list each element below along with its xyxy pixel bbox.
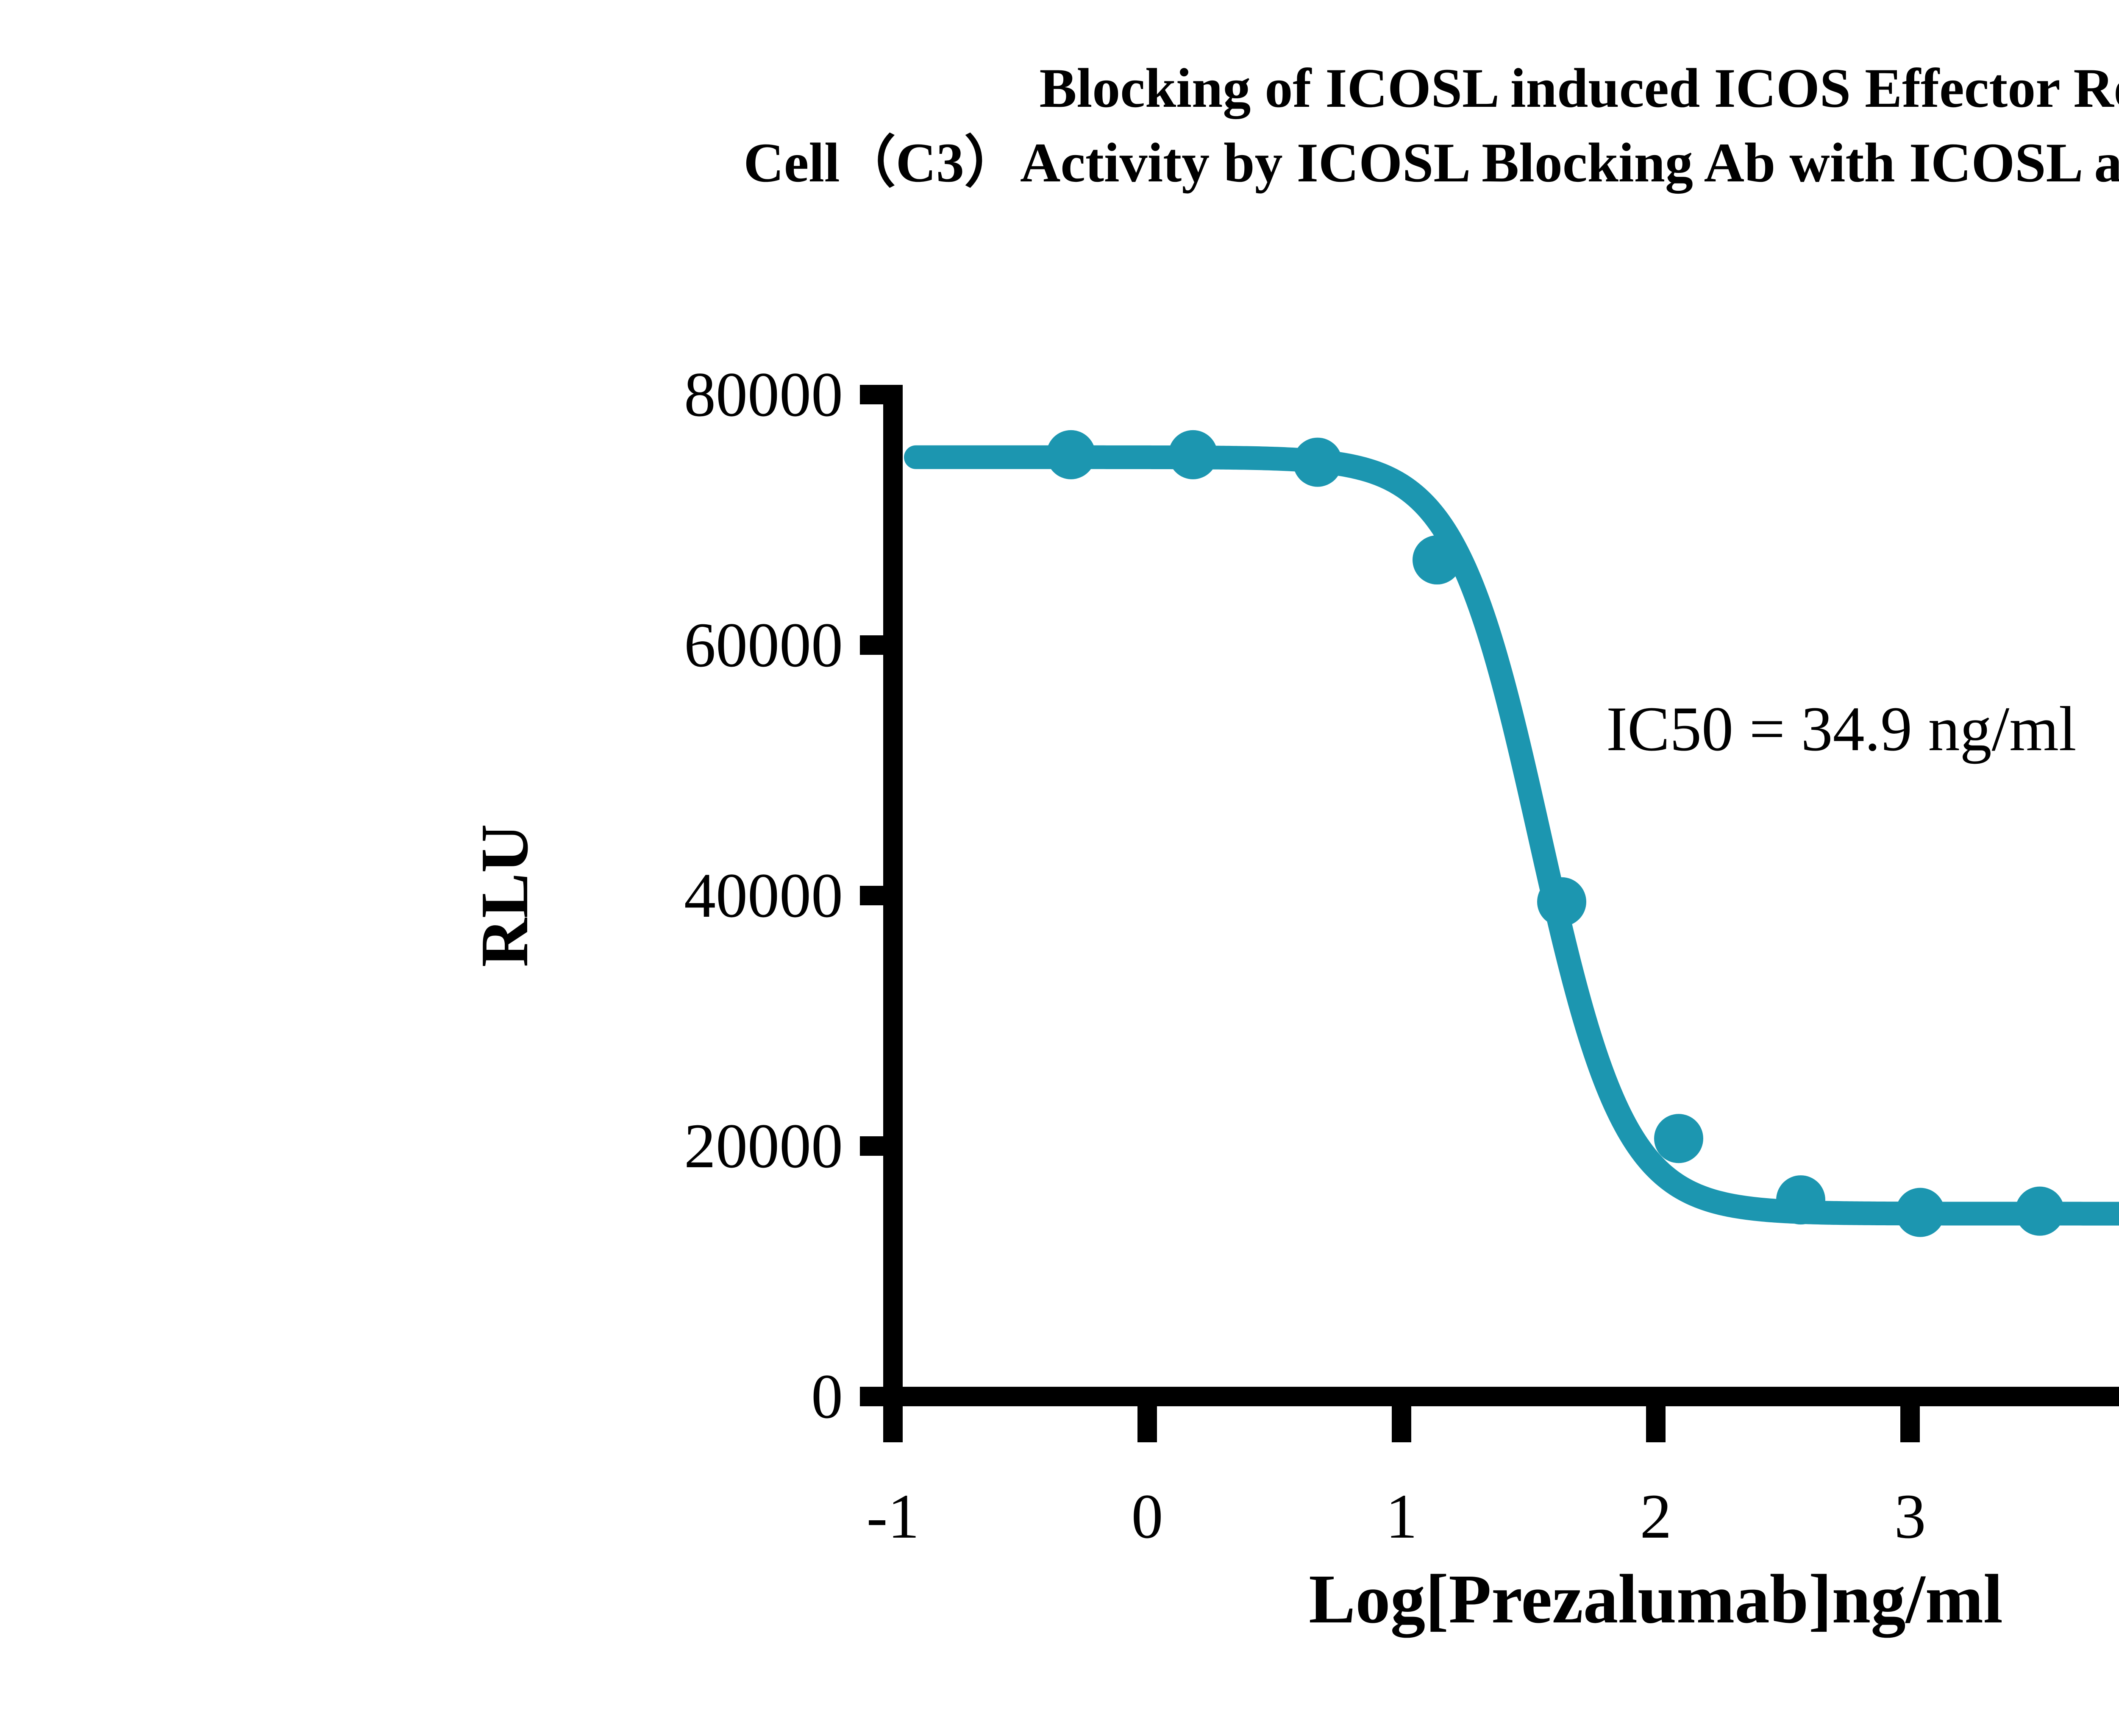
axes-group bbox=[860, 385, 2119, 1442]
data-point-marker bbox=[2015, 1186, 2064, 1236]
chart-title-line-2: Cell（C3）Activity by ICOSL Blocking Ab wi… bbox=[743, 131, 2119, 194]
x-tick-label-4: 3 bbox=[1894, 1481, 1926, 1552]
data-point-marker bbox=[1654, 1114, 1703, 1163]
x-tick-label-1: 0 bbox=[1131, 1481, 1163, 1552]
x-tick-label-3: 2 bbox=[1640, 1481, 1672, 1552]
x-tick-label-2: 1 bbox=[1385, 1481, 1418, 1552]
x-tick-label-0: -1 bbox=[866, 1481, 920, 1552]
data-point-marker bbox=[1046, 430, 1096, 479]
data-point-marker bbox=[1413, 535, 1462, 585]
chart-title-line-1: Blocking of ICOSL induced ICOS Effector … bbox=[1039, 57, 2119, 119]
series-fit-curve-0 bbox=[904, 445, 2119, 1226]
data-point-marker bbox=[1776, 1175, 1825, 1225]
y-axis-title: RLU bbox=[467, 824, 542, 967]
y-tick-label-0: 0 bbox=[811, 1361, 843, 1432]
data-point-marker bbox=[1537, 877, 1586, 926]
y-tick-label-4: 80000 bbox=[684, 359, 843, 430]
data-series-group bbox=[904, 430, 2119, 1237]
y-tick-label-2: 40000 bbox=[684, 860, 843, 931]
x-axis-title: Log[Prezalumab]ng/ml bbox=[1309, 1560, 2003, 1638]
y-tick-label-3: 60000 bbox=[684, 610, 843, 680]
data-point-marker bbox=[1168, 430, 1218, 479]
data-point-marker bbox=[1896, 1188, 1945, 1237]
ic50-annotation: IC50 = 34.9 ng/ml bbox=[1606, 694, 2077, 764]
data-point-marker bbox=[1293, 437, 1342, 487]
y-tick-label-1: 20000 bbox=[684, 1111, 843, 1181]
chart-title: Blocking of ICOSL induced ICOS Effector … bbox=[0, 51, 2119, 200]
